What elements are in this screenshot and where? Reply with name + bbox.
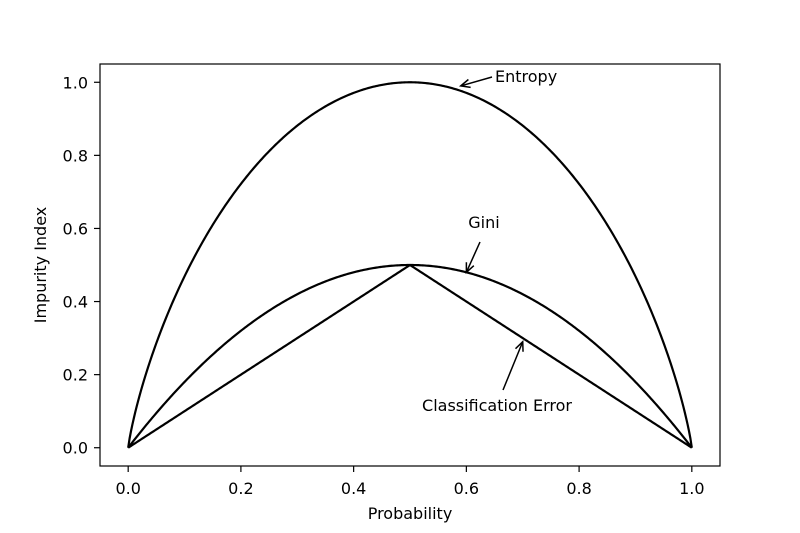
classification-error-line bbox=[127, 263, 693, 449]
y-axis-ticks: 0.0 0.2 0.4 0.6 0.8 1.0 bbox=[63, 73, 100, 458]
x-tick-label: 0.0 bbox=[115, 479, 140, 498]
gini-label: Gini bbox=[468, 213, 499, 232]
x-tick-label: 0.2 bbox=[228, 479, 253, 498]
plot-frame bbox=[99, 63, 721, 467]
plot-lines bbox=[127, 81, 693, 449]
x-tick-label: 1.0 bbox=[679, 479, 704, 498]
gini-arrow bbox=[465, 241, 481, 273]
gini-arrowhead bbox=[465, 262, 475, 274]
x-tick-label: 0.4 bbox=[341, 479, 366, 498]
classification-error-label: Classification Error bbox=[422, 396, 572, 415]
y-tick-label: 0.4 bbox=[63, 293, 88, 312]
x-axis-ticks: 0.0 0.2 0.4 0.6 0.8 1.0 bbox=[115, 466, 705, 498]
annotations: Entropy Gini Classification Error bbox=[422, 67, 572, 415]
y-axis-label: Impurity Index bbox=[31, 207, 50, 324]
y-tick-label: 1.0 bbox=[63, 73, 88, 92]
y-tick-label: 0.8 bbox=[63, 146, 88, 165]
x-axis-label: Probability bbox=[368, 504, 453, 523]
classification-error-arrow bbox=[502, 341, 524, 391]
entropy-label: Entropy bbox=[495, 67, 557, 86]
entropy-line bbox=[127, 81, 693, 448]
entropy-arrowhead bbox=[458, 78, 471, 89]
y-tick-label: 0.2 bbox=[63, 366, 88, 385]
x-tick-label: 0.6 bbox=[454, 479, 479, 498]
entropy-arrow bbox=[460, 76, 493, 87]
y-tick-label: 0.6 bbox=[63, 219, 88, 238]
y-tick-label: 0.0 bbox=[63, 439, 88, 458]
classification-error-arrowhead bbox=[514, 340, 524, 352]
x-tick-label: 0.8 bbox=[566, 479, 591, 498]
